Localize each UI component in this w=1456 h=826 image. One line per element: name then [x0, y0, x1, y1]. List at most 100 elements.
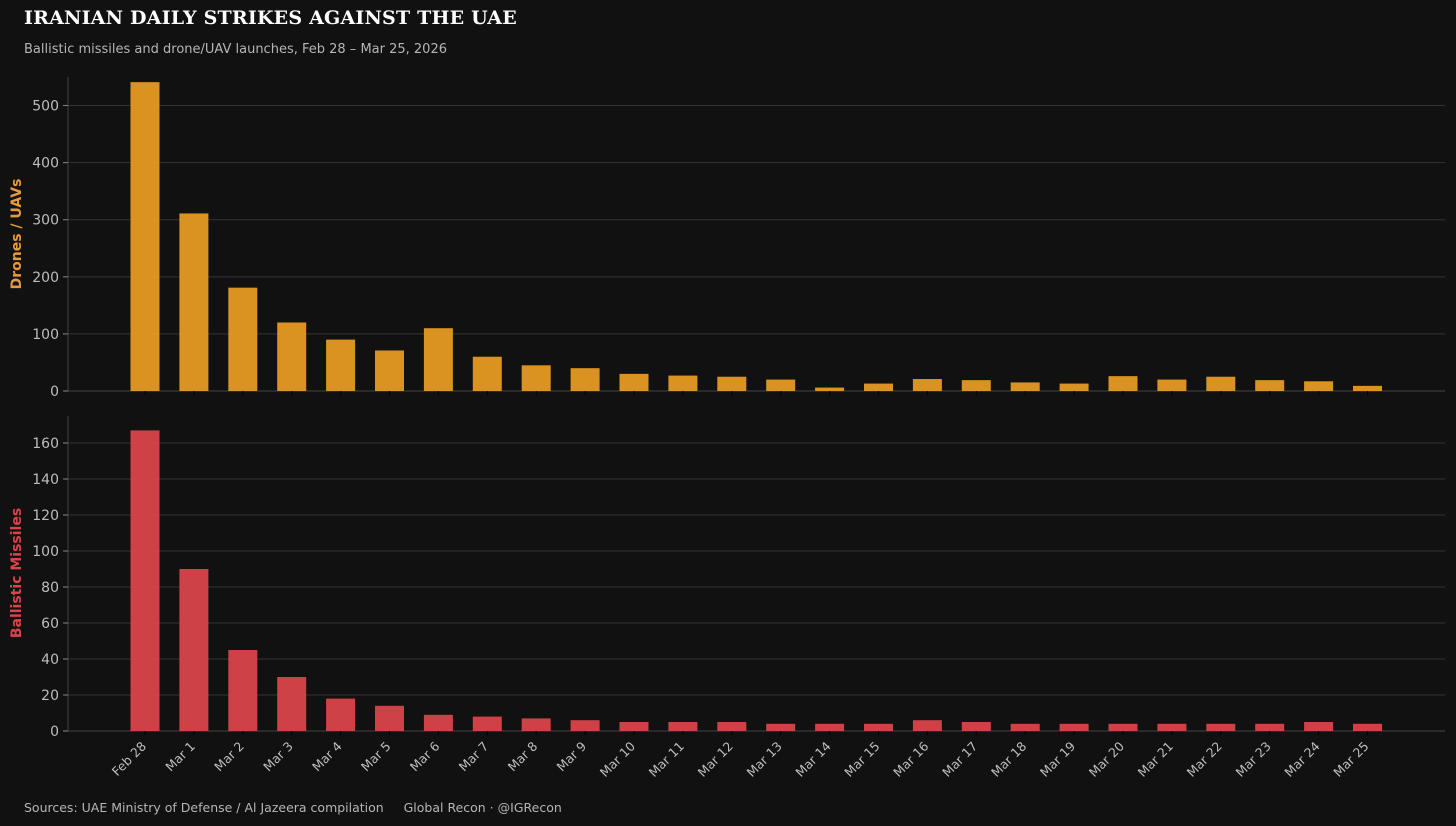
bar	[521, 718, 551, 731]
bar	[1206, 376, 1236, 391]
x-tick-label: Mar 19	[1037, 738, 1078, 779]
footer: Sources: UAE Ministry of Defense / Al Ja…	[24, 800, 562, 815]
bar	[864, 383, 893, 391]
bar	[961, 380, 991, 391]
x-tick-label: Mar 5	[358, 739, 394, 775]
bar	[130, 82, 160, 391]
bar	[472, 356, 502, 391]
bar	[1157, 379, 1187, 391]
bar	[179, 569, 209, 731]
bar	[1010, 723, 1040, 731]
x-tick-label: Mar 21	[1135, 739, 1176, 780]
bar	[375, 350, 404, 391]
x-tick-label: Mar 24	[1281, 738, 1322, 779]
bar	[668, 722, 698, 731]
footer-sources: Sources: UAE Ministry of Defense / Al Ja…	[24, 800, 384, 815]
bar	[570, 720, 600, 731]
bar	[326, 698, 356, 731]
bar	[1353, 385, 1382, 391]
bar	[472, 716, 502, 731]
bar	[179, 213, 209, 391]
x-tick-label: Mar 3	[260, 739, 296, 775]
bar	[375, 705, 404, 731]
bar	[766, 723, 796, 731]
bar	[1304, 381, 1334, 391]
y-tick-label: 100	[32, 544, 59, 560]
bar	[228, 650, 258, 731]
bar	[912, 720, 942, 731]
bar	[717, 376, 747, 391]
x-tick-label: Mar 6	[407, 738, 443, 774]
y-tick-label: 20	[41, 688, 59, 704]
bar	[1304, 722, 1334, 731]
footer-credit: Global Recon · @IGRecon	[403, 800, 562, 815]
bar	[1353, 723, 1382, 731]
bar	[1108, 723, 1138, 731]
x-tick-label: Feb 28	[109, 738, 149, 778]
bar	[815, 387, 845, 391]
bar	[815, 723, 845, 731]
y-tick-label: 40	[41, 652, 59, 668]
bar	[1010, 382, 1040, 391]
bar	[1108, 376, 1138, 391]
bar	[570, 368, 600, 391]
x-tick-label: Mar 12	[695, 739, 736, 780]
y-tick-label: 140	[32, 472, 59, 488]
bar	[423, 328, 453, 391]
bar	[228, 287, 258, 391]
bar	[668, 375, 698, 391]
y-tick-label: 120	[32, 508, 59, 524]
y-axis-title: Drones / UAVs	[9, 179, 25, 290]
y-tick-label: 400	[32, 156, 59, 172]
x-tick-label: Mar 14	[792, 738, 833, 779]
bar	[1157, 723, 1187, 731]
y-tick-label: 300	[32, 213, 59, 229]
x-tick-label: Mar 22	[1184, 739, 1225, 780]
bar	[423, 714, 453, 731]
x-tick-label: Mar 13	[743, 739, 784, 780]
x-tick-label: Mar 18	[988, 738, 1029, 779]
y-tick-label: 60	[41, 616, 59, 632]
bar	[961, 722, 991, 731]
bar	[619, 373, 649, 391]
y-tick-label: 500	[32, 99, 59, 115]
x-tick-label: Mar 1	[162, 739, 198, 775]
y-tick-label: 80	[41, 580, 59, 596]
x-tick-label: Mar 9	[554, 738, 590, 774]
y-tick-label: 200	[32, 270, 59, 286]
bar	[1255, 380, 1285, 391]
bar	[619, 722, 649, 731]
x-tick-label: Mar 17	[939, 739, 980, 780]
y-tick-label: 160	[32, 436, 59, 452]
x-tick-label: Mar 20	[1086, 738, 1127, 779]
bar	[864, 723, 893, 731]
bar	[717, 722, 747, 731]
bar	[912, 379, 942, 391]
x-tick-label: Mar 15	[841, 739, 882, 780]
chart-title: IRANIAN DAILY STRIKES AGAINST THE UAE	[24, 7, 517, 29]
bar	[277, 677, 307, 731]
x-tick-label: Mar 10	[597, 738, 638, 779]
x-tick-label: Mar 7	[456, 739, 492, 775]
chart-subtitle: Ballistic missiles and drone/UAV launche…	[24, 42, 447, 57]
y-axis-title: Ballistic Missiles	[9, 508, 25, 638]
x-tick-label: Mar 4	[309, 738, 345, 774]
bar	[277, 322, 307, 391]
bar	[1255, 723, 1285, 731]
x-tick-label: Mar 8	[505, 738, 541, 774]
bar	[766, 379, 796, 391]
bar	[130, 430, 160, 731]
x-tick-label: Mar 2	[211, 739, 247, 775]
y-tick-label: 100	[32, 327, 59, 343]
bar	[1059, 723, 1089, 731]
bar	[1206, 723, 1236, 731]
x-tick-label: Mar 16	[890, 738, 931, 779]
x-tick-label: Mar 11	[646, 739, 687, 780]
bar	[326, 339, 356, 391]
x-tick-label: Mar 25	[1330, 739, 1371, 780]
bar	[1059, 383, 1089, 391]
bar	[521, 365, 551, 391]
y-tick-label: 0	[50, 724, 59, 740]
x-tick-label: Mar 23	[1232, 739, 1273, 780]
